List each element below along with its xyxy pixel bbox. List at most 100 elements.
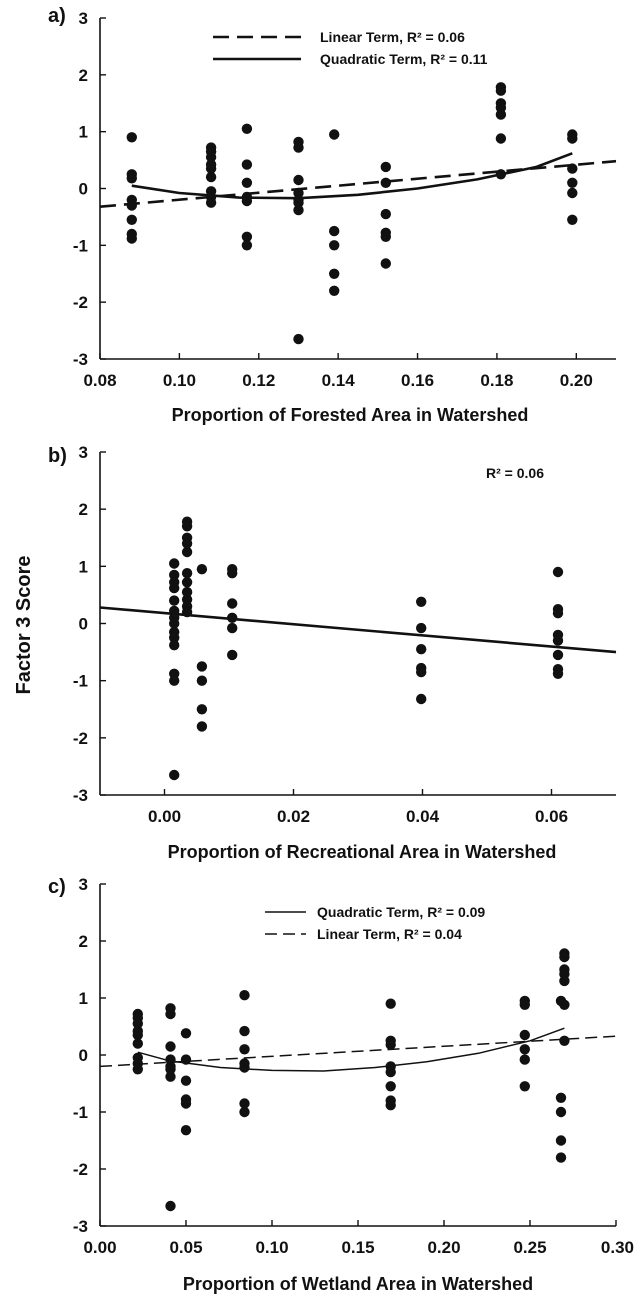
panel-a-data-point	[241, 123, 253, 134]
panel-a-plot-area: -3 -2 -1 0 1 2 3 0.08 0.10 0.12 0.14 0.16 0.18 0.20	[73, 9, 617, 390]
panel-a-data-point	[380, 161, 391, 173]
panel-a-x-tick-label: 0.10	[163, 371, 196, 390]
panel-c-data-point	[385, 998, 396, 1009]
panel-b-data-point	[552, 608, 564, 619]
panel-c-x-tick-label: 0.10	[255, 1238, 288, 1257]
panel-a-data-point	[241, 231, 253, 242]
panel-b-data-point	[227, 649, 238, 661]
panel-b-data-point	[169, 558, 180, 569]
panel-a-data-point	[495, 169, 507, 180]
panel-c: c) Proportion of Wetland Area in Watersh…	[48, 875, 634, 1294]
panel-c-legend-label-quadratic: Quadratic Term, R² = 0.09	[317, 904, 485, 920]
panel-a-data-point	[293, 197, 304, 208]
panel-b: b) R² = 0.06 Proportion of Recreational …	[48, 443, 617, 862]
panel-c-y-tick-label: -3	[73, 1217, 88, 1236]
panel-c-y-tick-label: -1	[73, 1103, 88, 1122]
panel-c-data-point	[180, 1125, 192, 1136]
panel-b-y-tick-label: 2	[79, 500, 88, 519]
panel-a-data-point	[495, 133, 507, 144]
panel-a-y-tick-label: -2	[73, 293, 88, 312]
panel-c-data-point	[239, 1044, 250, 1055]
panel-a-legend: Linear Term, R² = 0.06 Quadratic Term, R…	[213, 29, 488, 67]
panel-b-data-point	[169, 582, 180, 594]
panel-a-data-point	[567, 133, 578, 144]
panel-c-data-point	[239, 1098, 250, 1109]
panel-a-data-point	[126, 200, 137, 211]
panel-c-data-point	[132, 1029, 143, 1041]
panel-a-data-point	[567, 163, 578, 174]
panel-c-data-point	[239, 1025, 250, 1037]
panel-b-data-point	[169, 595, 180, 606]
panel-a-y-tick-label: 3	[79, 9, 88, 28]
panel-c-data-point	[385, 1100, 396, 1111]
panel-b-x-axis-title: Proportion of Recreational Area in Water…	[168, 842, 557, 862]
panel-a-data-point	[126, 132, 137, 143]
panel-c-legend: Quadratic Term, R² = 0.09 Linear Term, R…	[265, 904, 485, 942]
panel-c-x-axis-title: Proportion of Wetland Area in Watershed	[183, 1274, 533, 1294]
panel-a-legend-label-quadratic: Quadratic Term, R² = 0.11	[320, 51, 488, 67]
panel-c-data-point	[559, 999, 570, 1010]
panel-a-data-point	[241, 240, 253, 251]
panel-c-data-point	[559, 1035, 570, 1047]
panel-a-data-point	[241, 159, 253, 170]
panel-b-data-point	[196, 564, 208, 575]
panel-b-data-point	[181, 586, 193, 598]
panel-c-data-point	[555, 1152, 567, 1163]
panel-a-x-tick-label: 0.20	[560, 371, 593, 390]
panel-a-data-point	[205, 197, 217, 208]
panel-b-data-point	[416, 644, 427, 655]
panel-c-data-point	[519, 999, 530, 1010]
panel-c-data-point	[132, 1038, 143, 1049]
panel-c-data-point	[385, 1081, 396, 1092]
panel-a-x-tick-label: 0.08	[83, 371, 116, 390]
panel-b-y-tick-label: 1	[79, 557, 88, 576]
panel-b-data-point	[181, 568, 193, 579]
panel-c-linear-fit-line	[99, 1035, 617, 1068]
panel-c-x-tick-label: 0.15	[341, 1238, 374, 1257]
panel-c-data-point	[555, 1135, 567, 1146]
panel-b-data-point	[169, 640, 180, 651]
panel-b-data-point	[181, 606, 193, 618]
panel-c-y-tick-label: 2	[79, 932, 88, 951]
panel-c-data-point	[239, 990, 250, 1001]
panel-c-data-point	[180, 1028, 192, 1039]
panel-b-y-tick-label: -2	[73, 729, 88, 748]
panel-c-label: c)	[48, 876, 66, 898]
panel-a-data-point	[241, 195, 253, 207]
panel-b-data-point	[552, 649, 564, 661]
panel-c-data-point	[180, 1054, 192, 1065]
panel-b-data-point	[416, 666, 427, 678]
panel-a-x-tick-label: 0.14	[322, 371, 356, 390]
panel-b-data-point	[416, 596, 427, 607]
panel-a-data-point	[567, 187, 578, 199]
panel-a-data-point	[293, 204, 304, 216]
panel-b-label: b)	[48, 445, 67, 467]
panel-a-data-point	[329, 240, 340, 251]
panel-c-x-tick-label: 0.30	[601, 1238, 634, 1257]
panel-a-data-point	[329, 129, 340, 140]
panel-b-data-point	[169, 675, 180, 686]
panel-b-data-point	[169, 618, 180, 629]
panel-a-x-tick-label: 0.12	[242, 371, 275, 390]
panel-a-linear-fit-line	[99, 159, 617, 208]
panel-c-y-tick-label: 1	[79, 989, 88, 1008]
panel-b-y-tick-label: 3	[79, 443, 88, 462]
panel-c-data-point	[385, 1039, 396, 1050]
panel-b-data-point	[181, 521, 193, 532]
panel-b-r-squared-annotation: R² = 0.06	[486, 465, 544, 481]
y-axis-title: Factor 3 Score	[13, 556, 35, 695]
panel-c-data-point	[165, 1064, 176, 1075]
panel-b-data-point	[552, 635, 564, 646]
panel-c-y-tick-label: -2	[73, 1160, 88, 1179]
panel-c-data-point	[519, 1044, 530, 1055]
panel-c-plot-area: -3 -2 -1 0 1 2 3 0.00 0.05 0.10 0.15 0.20 0.25 0.30	[73, 875, 634, 1257]
panel-a-data-point	[126, 233, 137, 244]
panel-b-data-point	[181, 577, 193, 588]
panel-c-data-point	[165, 1200, 176, 1212]
panel-a-data-point	[205, 171, 217, 183]
panel-b-plot-area: -3 -2 -1 0 1 2 3 0.00 0.02 0.04 0.06	[73, 443, 617, 826]
panel-b-data-point	[196, 661, 208, 672]
panel-c-x-tick-label: 0.20	[427, 1238, 460, 1257]
panel-a-x-axis-title: Proportion of Forested Area in Watershed	[172, 405, 529, 425]
panel-b-data-point	[552, 668, 564, 679]
